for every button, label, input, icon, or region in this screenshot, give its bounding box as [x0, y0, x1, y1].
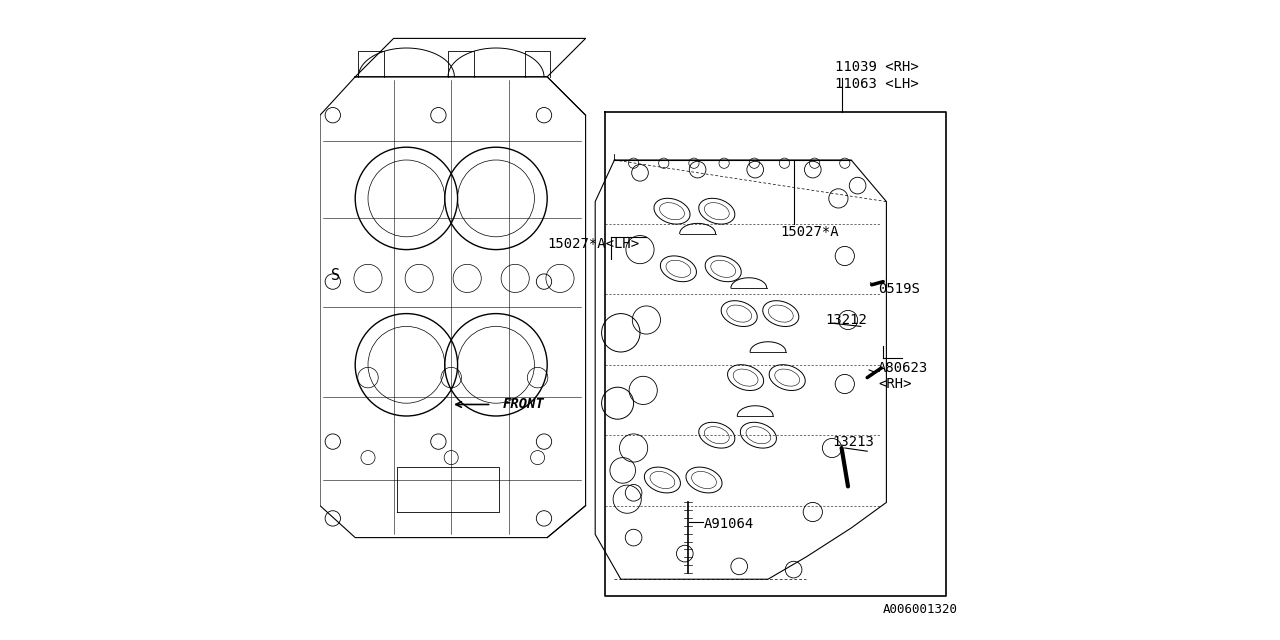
Text: 13212: 13212: [826, 313, 868, 327]
Text: 11039 <RH>: 11039 <RH>: [836, 60, 919, 74]
Text: 15027*A: 15027*A: [781, 225, 840, 239]
Text: S: S: [332, 268, 340, 283]
Text: 13213: 13213: [832, 435, 874, 449]
Text: A006001320: A006001320: [883, 603, 959, 616]
Polygon shape: [595, 160, 886, 579]
Text: FRONT: FRONT: [502, 397, 544, 412]
Text: 11063 <LH>: 11063 <LH>: [836, 77, 919, 92]
Text: A91064: A91064: [704, 516, 754, 531]
Text: 0519S: 0519S: [878, 282, 920, 296]
Text: <RH>: <RH>: [878, 377, 911, 391]
Text: A80623: A80623: [878, 361, 928, 375]
Text: 15027*A<LH>: 15027*A<LH>: [548, 237, 639, 252]
